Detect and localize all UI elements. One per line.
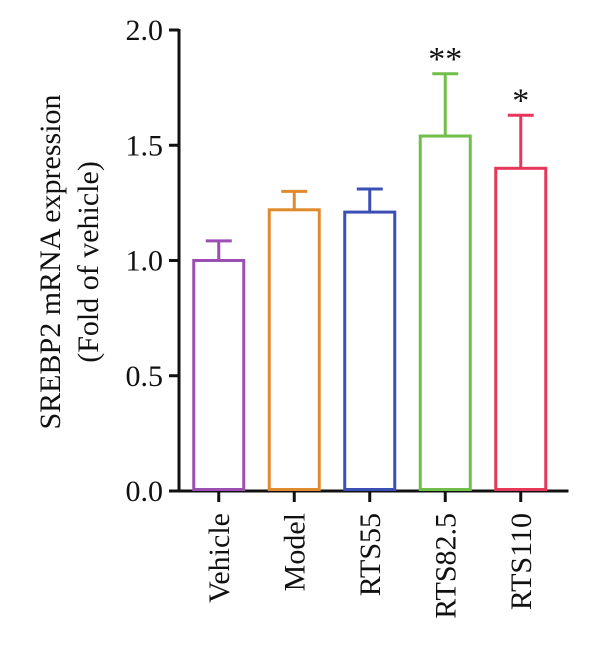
significance-label: * <box>512 82 529 119</box>
x-tick-label: Model <box>278 513 311 591</box>
y-tick-label: 0.5 <box>126 360 164 393</box>
bar <box>418 134 472 491</box>
x-tick-label: RTS110 <box>505 513 538 610</box>
x-tick-label: RTS55 <box>354 513 387 596</box>
bar-group-vehicle <box>192 239 246 491</box>
bar-group-rts55 <box>343 187 397 491</box>
bar-group-rts110: * <box>494 82 548 492</box>
bar <box>343 210 397 491</box>
bar <box>192 259 246 491</box>
x-tick-label: RTS82.5 <box>429 513 462 619</box>
y-tick-label: 0.0 <box>126 475 164 508</box>
y-axis-title: SREBP2 mRNA expression (Fold of vehicle) <box>34 94 105 429</box>
bar <box>267 208 321 491</box>
y-tick-label: 1.5 <box>126 129 164 162</box>
y-axis-title-line2: (Fold of vehicle) <box>72 161 105 363</box>
y-axis-title-line1: SREBP2 mRNA expression <box>34 94 67 429</box>
bar <box>494 166 548 492</box>
x-tick-label: Vehicle <box>203 513 236 603</box>
significance-label: ** <box>428 41 462 78</box>
y-tick-label: 2.0 <box>126 14 164 47</box>
y-ticks: 0.0 0.5 1.0 1.5 2.0 <box>126 14 179 508</box>
bars: *** <box>192 41 548 492</box>
bar-group-model <box>267 189 321 491</box>
y-tick-label: 1.0 <box>126 245 164 278</box>
x-tick-labels: Vehicle Model RTS55 RTS82.5 RTS110 <box>203 491 538 619</box>
bar-group-rts82-5: ** <box>418 41 472 491</box>
